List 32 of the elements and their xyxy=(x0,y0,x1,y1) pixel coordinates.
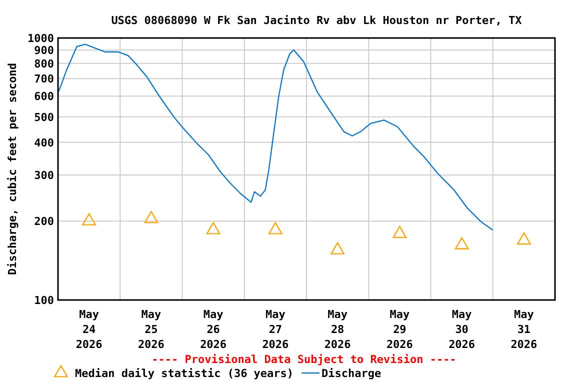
point xyxy=(516,232,531,245)
text: ---- Provisional Data Subject to Revision ---- xyxy=(152,353,456,366)
point xyxy=(268,222,282,234)
line-series xyxy=(58,44,494,231)
point xyxy=(82,213,96,226)
x-tick-label: May 27 2026 xyxy=(262,308,290,351)
y-tick-label: 900 xyxy=(34,44,54,57)
y-tick-label: 300 xyxy=(34,168,54,182)
y-tick-label: 400 xyxy=(34,136,54,150)
y-tick-label: 800 xyxy=(34,57,54,70)
legend-label: Discharge xyxy=(322,367,382,380)
y-tick-label: 200 xyxy=(34,215,54,228)
point xyxy=(392,226,407,238)
legend-label: Median daily statistic (36 years) xyxy=(75,367,294,380)
y-tick-label: 1000 xyxy=(28,32,54,45)
x-tick-label: May 28 2026 xyxy=(324,308,352,351)
point xyxy=(454,237,469,250)
y-tick-label: 500 xyxy=(34,110,54,124)
y-tick-label: 600 xyxy=(34,90,54,104)
point xyxy=(206,222,220,234)
point xyxy=(330,242,345,254)
point xyxy=(144,210,158,224)
y-tick-label: 100 xyxy=(34,294,54,307)
x-tick-label: May 25 2026 xyxy=(138,308,165,351)
x-tick-label: May 29 2026 xyxy=(386,308,414,351)
x-tick-label: May 31 2026 xyxy=(510,308,538,351)
chart-title: USGS 08068090 W Fk San Jacinto Rv abv Lk Houston nr Porter, TX xyxy=(111,14,522,27)
x-tick-label: May 24 2026 xyxy=(76,308,103,351)
y-tick-label: 700 xyxy=(34,72,54,86)
x-tick-label: May 30 2026 xyxy=(448,308,476,351)
x-tick-label: May 26 2026 xyxy=(200,308,227,351)
y-axis-title: Discharge, cubic feet per second xyxy=(6,63,19,275)
